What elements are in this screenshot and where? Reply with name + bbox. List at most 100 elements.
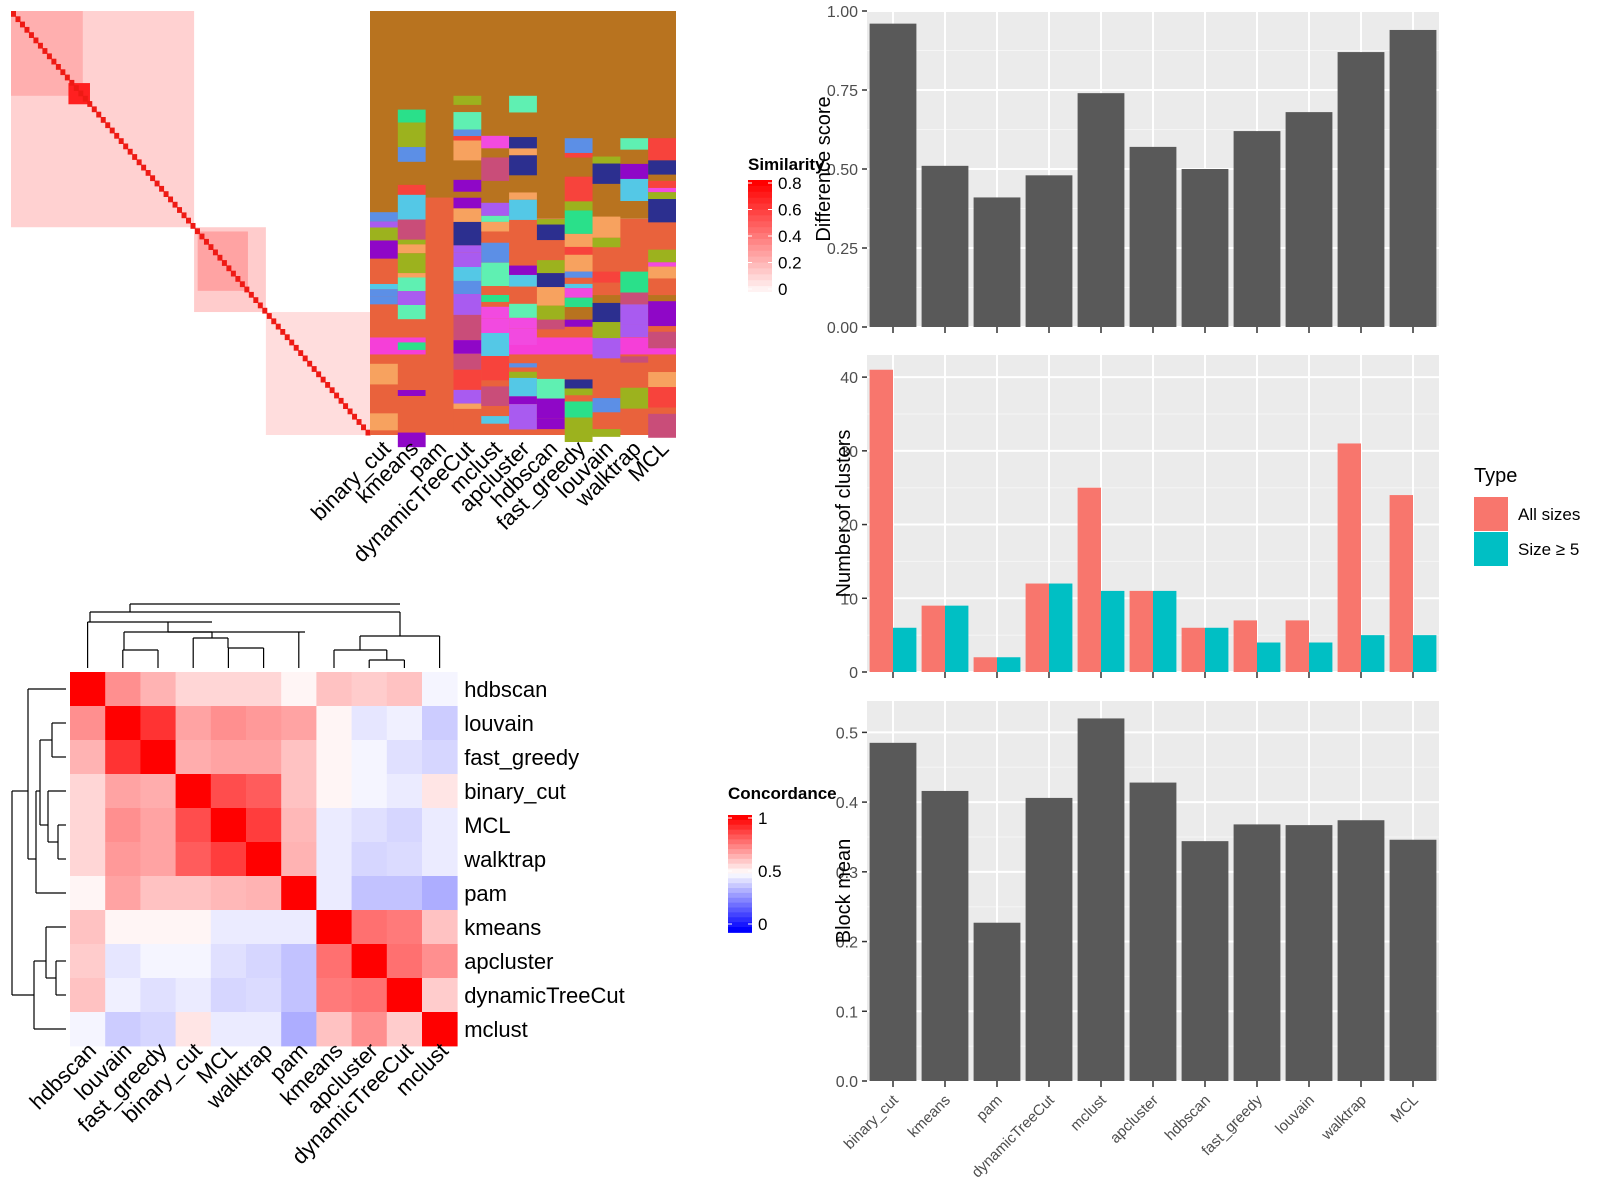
similarity-diagonal [244, 286, 250, 293]
bar [973, 922, 1021, 1081]
similarity-diagonal [42, 48, 48, 54]
similarity-diagonal [96, 111, 102, 118]
cluster-segment [592, 322, 621, 339]
bar [1337, 820, 1385, 1081]
cluster-segment [648, 262, 676, 267]
concordance-cell [386, 808, 423, 843]
concordance-cell [386, 978, 423, 1013]
cluster-segment [564, 297, 593, 308]
concordance-legend-step [728, 892, 752, 899]
similarity-diagonal [181, 212, 187, 219]
bar [893, 627, 917, 672]
similarity-diagonal [239, 281, 245, 288]
bar [1389, 839, 1437, 1081]
concordance-cell [70, 672, 106, 707]
similarity-diagonal [352, 413, 358, 420]
concordance-cell [210, 1012, 247, 1047]
cluster-segment [425, 197, 454, 435]
cluster-segment [370, 413, 398, 431]
bar [973, 657, 997, 672]
cluster-segment [397, 342, 426, 350]
y-tick-label: 0.00 [827, 320, 858, 337]
similarity-diagonal [186, 217, 191, 224]
concordance-cell [422, 1012, 458, 1047]
similarity-diagonal [194, 228, 200, 235]
cluster-segment [509, 396, 537, 405]
cluster-segment [509, 377, 537, 397]
cluster-segment [481, 416, 510, 424]
concordance-cell [281, 740, 317, 775]
similarity-diagonal [235, 276, 241, 282]
bar [1389, 29, 1437, 328]
all-sizes-label: All sizes [1518, 505, 1580, 524]
cluster-segment [397, 432, 426, 448]
similarity-diagonal [91, 106, 97, 113]
concordance-cell [351, 808, 388, 843]
similarity-diagonal [37, 42, 43, 49]
concordance-cell [316, 672, 352, 707]
bar [997, 657, 1021, 672]
concordance-legend-step [728, 912, 752, 919]
y-tick-label: 0.2 [836, 935, 858, 952]
concordance-legend-step [728, 873, 752, 880]
concordance-cell [281, 876, 317, 911]
similarity-legend-step [748, 191, 772, 199]
y-tick-label: 0.25 [827, 241, 858, 258]
bar [1361, 635, 1385, 672]
cluster-segment [481, 386, 510, 406]
number-of-clusters-chart: 0 10 20 30 40 Number of clusters [833, 355, 1439, 682]
similarity-diagonal [356, 419, 362, 425]
bar [1049, 583, 1073, 672]
cluster-segment [397, 184, 426, 195]
bar [869, 369, 893, 672]
bar [869, 23, 917, 327]
cluster-segment [592, 338, 621, 359]
cluster-segment [620, 271, 649, 293]
concordance-cell [281, 910, 317, 945]
y-tick-label: 0.75 [827, 83, 858, 100]
cluster-segment [481, 356, 510, 381]
similarity-legend-step [748, 209, 772, 217]
cluster-segment [453, 389, 482, 404]
concordance-cell [210, 944, 247, 979]
concordance-legend-step [728, 922, 752, 928]
concordance-cell [70, 1012, 106, 1047]
concordance-legend-step [728, 907, 752, 914]
concordance-cell [140, 1012, 176, 1047]
concordance-cell [175, 774, 212, 809]
similarity-diagonal [338, 397, 344, 404]
concordance-cell [422, 706, 458, 741]
bar [1233, 131, 1281, 327]
concordance-cell [70, 808, 106, 843]
similarity-diagonal [114, 132, 120, 139]
all-sizes-swatch [1474, 497, 1508, 531]
concordance-cell [105, 808, 141, 843]
cluster-segment [453, 353, 482, 370]
bar [1181, 841, 1229, 1081]
similarity-diagonal [284, 334, 290, 341]
concordance-legend-step [728, 815, 752, 821]
concordance-cell [316, 706, 352, 741]
y-tick-label: 0.4 [836, 795, 858, 812]
concordance-cell [351, 740, 388, 775]
y-tick-label: 40 [840, 370, 858, 387]
similarity-legend-tick-label: 0.6 [778, 201, 802, 220]
similarity-diagonal [212, 249, 218, 256]
concordance-cell [105, 978, 141, 1013]
concordance-cell [351, 910, 388, 945]
similarity-diagonal [154, 180, 160, 187]
similarity-diagonal [132, 154, 138, 160]
bar [1309, 642, 1333, 672]
concordance-legend-step [728, 927, 752, 933]
similarity-legend: Similarity 0.8 0.6 0.4 0.2 0 [748, 155, 825, 299]
cluster-segment [536, 378, 565, 399]
similarity-diagonal [253, 297, 259, 303]
cluster-segment [648, 372, 676, 388]
concordance-cell [316, 842, 352, 877]
similarity-diagonal [199, 233, 205, 240]
similarity-diagonal [168, 196, 174, 203]
similarity-diagonal [163, 191, 169, 197]
cluster-segment [453, 208, 482, 222]
similarity-diagonal [11, 11, 16, 17]
